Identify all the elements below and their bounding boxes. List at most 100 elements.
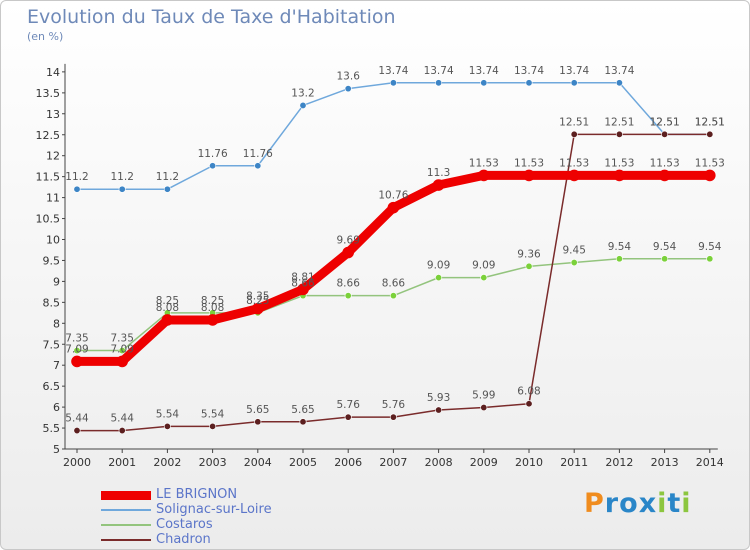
chart-title: Evolution du Taux de Taxe d'Habitation: [27, 6, 396, 28]
data-point: [525, 79, 533, 87]
data-label: 11.3: [427, 167, 450, 179]
legend-item: LE BRIGNON: [101, 487, 361, 503]
y-tick-label: 12: [46, 150, 60, 163]
data-label: 12.51: [695, 116, 725, 128]
y-tick-label: 10.5: [36, 213, 61, 226]
data-label: 8.08: [156, 302, 179, 314]
logo-letter: o: [619, 488, 639, 519]
data-point: [661, 255, 669, 263]
logo-letter: i: [657, 488, 668, 519]
data-point: [570, 130, 578, 138]
legend-label: Chadron: [156, 532, 211, 547]
data-point: [116, 355, 128, 368]
x-tick-label: 2014: [696, 456, 724, 469]
data-label: 8.66: [337, 278, 361, 290]
data-label: 9.09: [472, 260, 495, 272]
data-point: [206, 314, 219, 326]
data-point: [254, 162, 262, 170]
data-label: 13.6: [337, 71, 361, 83]
proxiti-logo: Proxiti: [584, 488, 692, 519]
data-point: [209, 162, 217, 170]
data-point: [118, 427, 126, 435]
data-point: [387, 201, 400, 214]
data-label: 8.66: [382, 278, 406, 290]
data-label: 7.09: [65, 343, 88, 355]
data-label: 12.51: [650, 116, 680, 128]
y-tick-label: 6.5: [43, 380, 61, 393]
data-point: [615, 79, 623, 87]
x-tick-label: 2012: [605, 456, 633, 469]
data-point: [432, 179, 445, 191]
data-label: 11.2: [111, 171, 134, 183]
data-point: [570, 79, 578, 87]
data-point: [435, 274, 443, 282]
x-tick-label: 2007: [379, 456, 407, 469]
data-label: 8.25: [201, 295, 224, 307]
data-label: 8.25: [156, 295, 179, 307]
data-label: 12.51: [559, 116, 589, 128]
data-point: [73, 347, 81, 355]
data-point: [703, 169, 716, 182]
data-label: 5.65: [246, 404, 269, 416]
data-point: [299, 418, 307, 426]
legend-item: Costaros: [101, 517, 361, 533]
legend-swatch: [101, 524, 151, 526]
logo-letter: r: [604, 488, 620, 519]
legend-label: Solignac-sur-Loire: [156, 502, 272, 517]
x-tick-label: 2000: [63, 456, 91, 469]
data-label: 9.54: [698, 241, 722, 253]
data-label: 5.44: [65, 413, 89, 425]
data-point: [570, 259, 578, 267]
legend-swatch: [101, 490, 151, 500]
data-label: 11.53: [559, 157, 589, 169]
data-point: [661, 130, 669, 138]
y-tick-label: 13: [46, 108, 60, 121]
data-label: 8.08: [201, 302, 224, 314]
data-point: [658, 169, 671, 182]
data-label: 10.76: [378, 190, 408, 202]
y-tick-label: 10: [46, 234, 60, 247]
data-point: [706, 130, 714, 138]
y-tick-label: 11.5: [36, 171, 61, 184]
data-point: [613, 169, 626, 182]
data-point: [344, 292, 352, 300]
data-point: [706, 255, 714, 263]
data-point: [568, 169, 581, 182]
y-tick-label: 8: [53, 317, 60, 330]
y-tick-label: 7.5: [43, 338, 61, 351]
data-label: 5.54: [201, 408, 225, 420]
logo-letter: x: [638, 488, 658, 519]
logo-letter: t: [667, 488, 682, 519]
legend-label: LE BRIGNON: [156, 487, 238, 502]
data-point: [480, 404, 488, 412]
y-tick-label: 6: [53, 401, 60, 414]
y-tick-label: 12.5: [36, 129, 61, 142]
data-point: [251, 302, 264, 315]
data-label: 11.53: [695, 157, 725, 169]
data-label: 13.2: [291, 87, 314, 99]
chart-unit: (en %): [27, 30, 64, 43]
logo-letter: P: [584, 488, 605, 519]
data-point: [525, 400, 533, 408]
data-label: 12.51: [695, 116, 725, 128]
data-point: [73, 427, 81, 435]
data-label: 5.54: [156, 408, 180, 420]
data-label: 11.2: [156, 171, 179, 183]
legend-swatch: [101, 539, 151, 541]
data-point: [299, 101, 307, 109]
data-point: [523, 169, 535, 182]
data-label: 7.35: [111, 333, 134, 345]
y-tick-label: 13.5: [36, 87, 61, 100]
data-label: 11.53: [650, 157, 680, 169]
data-point: [254, 418, 262, 426]
data-point: [163, 185, 171, 193]
x-tick-label: 2004: [244, 456, 272, 469]
legend-swatch: [101, 509, 151, 511]
y-tick-label: 14: [46, 66, 60, 79]
data-label: 5.44: [111, 413, 135, 425]
x-tick-label: 2013: [651, 456, 679, 469]
legend-item: Chadron: [101, 532, 361, 548]
x-tick-label: 2009: [470, 456, 498, 469]
data-point: [525, 262, 533, 270]
data-point: [435, 79, 443, 87]
